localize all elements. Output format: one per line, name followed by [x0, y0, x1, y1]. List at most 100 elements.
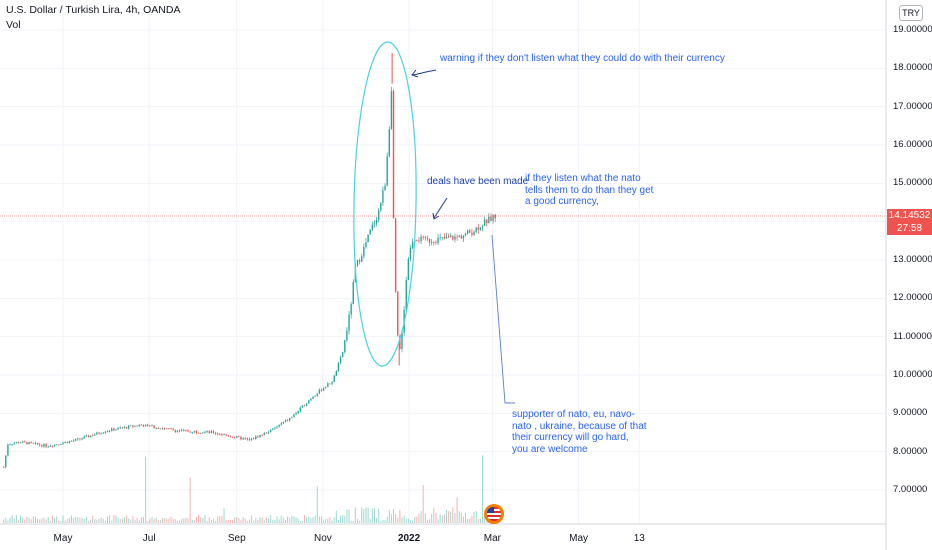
candle — [322, 387, 325, 392]
candle — [411, 238, 414, 249]
candle — [299, 406, 301, 413]
candle — [223, 433, 225, 436]
candle — [348, 310, 350, 335]
candle — [305, 402, 308, 407]
volume-bar — [373, 508, 375, 523]
volume-bar — [189, 477, 191, 523]
candle — [481, 224, 484, 232]
candle — [159, 428, 162, 430]
candle — [210, 429, 213, 434]
volume-bar — [183, 518, 185, 523]
volume-bar — [261, 517, 263, 523]
volume-bar — [215, 520, 217, 523]
volume-bar — [456, 497, 458, 523]
volume-bar — [128, 518, 130, 523]
volume-bar — [238, 518, 240, 523]
candle — [242, 436, 244, 440]
volume-bar — [9, 517, 11, 523]
candle — [153, 425, 155, 429]
candle — [7, 443, 9, 457]
candle — [460, 234, 463, 239]
candle — [295, 411, 297, 416]
candle — [439, 233, 441, 241]
candle — [365, 238, 367, 249]
y-tick-label: 7.00000 — [893, 484, 928, 495]
annotation-deals[interactable]: deals have been made — [427, 176, 529, 187]
volume-bar — [268, 518, 270, 523]
volume-bar — [109, 515, 111, 523]
annotation-warning[interactable]: warning if they don't listen what they c… — [440, 53, 725, 64]
annotation-listen[interactable]: if they listen what the nato tells them … — [525, 173, 653, 208]
candle — [422, 235, 424, 240]
candle — [55, 444, 58, 446]
annotation-supporter[interactable]: supporter of nato, eu, navo- nato , ukra… — [512, 409, 647, 455]
candle — [291, 416, 293, 419]
candle — [447, 233, 450, 238]
x-tick-label: 2022 — [397, 533, 421, 544]
volume-bar — [367, 507, 369, 523]
volume-bar — [248, 519, 250, 523]
bar-countdown: 27:58 — [896, 223, 923, 234]
volume-bar — [346, 509, 348, 523]
volume-bar — [149, 518, 151, 523]
currency-badge[interactable]: TRY — [899, 5, 923, 21]
volume-bar — [320, 516, 322, 523]
y-tick-label: 17.00000 — [893, 100, 932, 112]
volume-bar — [418, 513, 420, 523]
volume-indicator-label[interactable]: Vol — [6, 19, 21, 31]
volume-bar — [219, 516, 221, 523]
candle — [369, 229, 371, 235]
volume-bar — [414, 517, 416, 523]
volume-bar — [361, 507, 363, 523]
candle — [424, 235, 427, 241]
candle — [339, 355, 342, 365]
volume-bar — [132, 516, 134, 523]
x-tick-label: 13 — [633, 533, 645, 544]
volume-bar — [24, 519, 26, 523]
volume-bar — [265, 517, 267, 523]
candle — [98, 431, 100, 435]
volume-bar — [75, 516, 77, 523]
volume-bar — [45, 519, 47, 523]
candle — [2, 466, 5, 468]
volume-bar — [56, 516, 58, 523]
arrow-warning-head — [411, 69, 419, 78]
volume-bar — [5, 517, 7, 523]
volume-bar — [7, 520, 9, 523]
volume-bar — [170, 516, 172, 523]
volume-bar — [301, 520, 303, 523]
volume-bar — [397, 517, 399, 523]
volume-bar — [403, 515, 405, 523]
candle — [428, 238, 431, 247]
annotation-listen-line-2: tells them to do than they get — [525, 184, 654, 196]
candle — [216, 432, 219, 436]
volume-bar — [424, 513, 426, 523]
volume-bar — [208, 517, 210, 523]
volume-series — [3, 455, 496, 523]
candle — [58, 444, 60, 446]
candle — [418, 237, 420, 244]
volume-bar — [441, 515, 443, 523]
volume-bar — [244, 518, 246, 523]
volume-bar — [79, 517, 81, 523]
candle — [176, 429, 179, 433]
volume-bar — [475, 510, 477, 523]
volume-bar — [119, 518, 121, 523]
candle — [221, 433, 223, 437]
volume-bar — [325, 519, 327, 523]
volume-bar — [412, 520, 414, 523]
candle — [62, 441, 64, 445]
volume-bar — [471, 515, 473, 523]
candle — [208, 430, 210, 435]
candle — [5, 455, 7, 469]
candle — [483, 216, 486, 226]
annotation-supporter-line-4: you are welcome — [512, 443, 588, 455]
volume-bar — [153, 519, 155, 523]
volume-bar — [134, 520, 136, 523]
volume-bar — [363, 509, 365, 523]
volume-bar — [28, 518, 30, 523]
volume-bar — [13, 518, 15, 523]
volume-bar — [115, 515, 117, 523]
us-flag-icon[interactable] — [484, 504, 504, 524]
